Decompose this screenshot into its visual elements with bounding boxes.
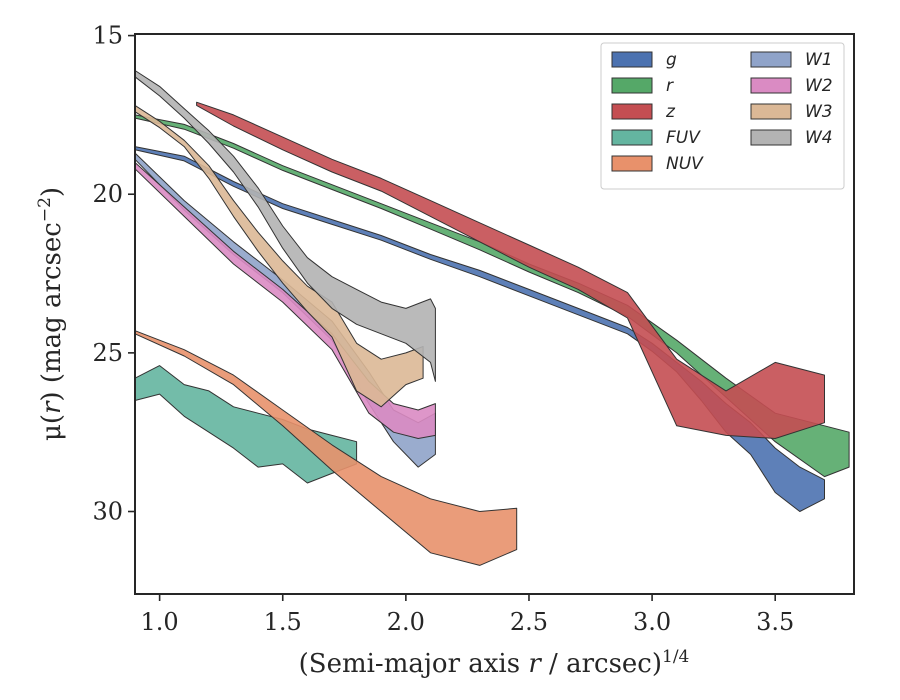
y-tick-label: 30 — [92, 498, 123, 526]
legend-label-nuv: NUV — [666, 154, 704, 174]
legend-swatch-w1 — [750, 51, 792, 68]
legend-swatch-w2 — [750, 77, 792, 94]
legend-swatch-w4 — [750, 129, 792, 146]
plot-frame — [134, 33, 855, 595]
x-tick-label: 1.0 — [141, 608, 179, 636]
x-tick-label: 2.5 — [510, 608, 548, 636]
legend-swatch-nuv — [611, 155, 653, 172]
x-tick-label: 3.5 — [756, 608, 794, 636]
x-tick-label: 3.0 — [633, 608, 671, 636]
legend: grz FUV NUV W1 W2 W3 W4 — [600, 42, 845, 190]
x-axis-title: (Semi-major axis r / arcsec)1/4 — [299, 647, 690, 679]
legend-label-w2: W2 — [805, 76, 833, 96]
legend-label-r: r — [666, 76, 674, 96]
legend-swatch-fuv — [611, 129, 653, 146]
series-band-w2 — [134, 162, 436, 439]
legend-swatch-w3 — [750, 103, 792, 120]
legend-label-g: g — [666, 50, 677, 70]
series-band-r — [134, 114, 850, 478]
ticks-layer: 1.0 1.5 2.0 2.5 3.0 3.5 15 20 25 30 — [92, 22, 794, 636]
y-tick-label: 25 — [92, 339, 123, 367]
y-axis-title: μ(r) (mag arcsec−2) — [35, 187, 67, 441]
legend-label-w4: W4 — [805, 128, 833, 148]
legend-swatch-r — [611, 77, 653, 94]
series-band-fuv — [134, 365, 358, 484]
series-band-g — [134, 146, 825, 512]
legend-swatch-g — [611, 51, 653, 68]
x-tick-label: 1.5 — [264, 608, 302, 636]
x-tick-label: 2.0 — [387, 608, 425, 636]
legend-label-w1: W1 — [805, 50, 833, 70]
legend-label-fuv: FUV — [666, 128, 701, 148]
y-tick-label: 15 — [92, 22, 123, 50]
series-band-nuv — [134, 330, 518, 566]
series-band-w3 — [134, 104, 424, 408]
series-layer — [134, 70, 850, 566]
legend-label-w3: W3 — [805, 102, 833, 122]
legend-label-z: z — [665, 102, 676, 122]
y-tick-label: 20 — [92, 180, 123, 208]
series-band-w4 — [134, 70, 436, 382]
series-band-z — [196, 101, 825, 439]
legend-swatch-z — [611, 103, 653, 120]
